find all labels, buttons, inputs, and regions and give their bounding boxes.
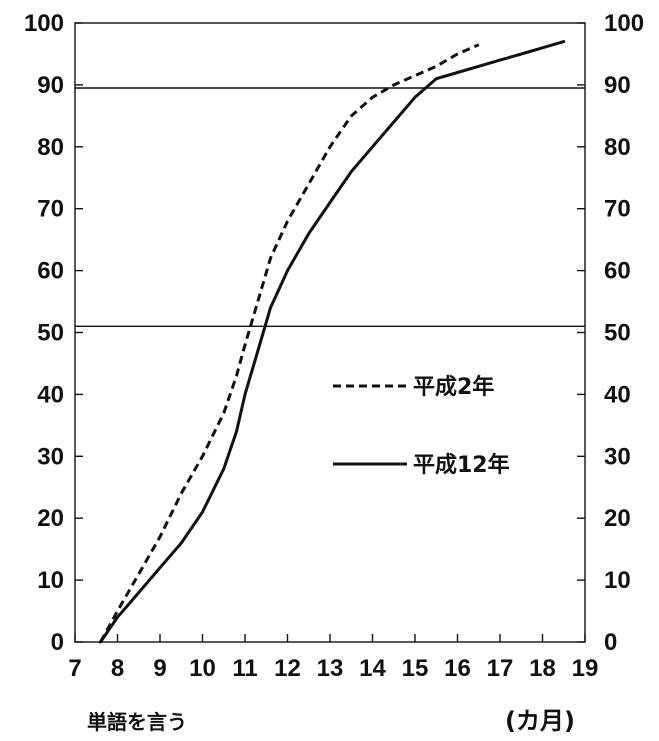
legend-label-heisei-2: 平成2年 bbox=[413, 374, 494, 400]
legend: 平成2年 平成12年 bbox=[333, 374, 510, 478]
x-tick-label-0: 7 bbox=[68, 655, 81, 682]
right-y-tick-label-4: 40 bbox=[604, 381, 631, 408]
right-y-axis-ticks: 0 10 20 30 40 50 60 70 80 90 100 bbox=[577, 10, 644, 656]
right-y-tick-label-1: 10 bbox=[604, 567, 631, 594]
x-tick-label-9: 16 bbox=[444, 655, 471, 682]
right-y-tick-label-6: 60 bbox=[604, 258, 631, 285]
left-y-tick-label-1: 10 bbox=[37, 567, 64, 594]
x-tick-label-8: 15 bbox=[402, 655, 429, 682]
left-y-tick-label-7: 70 bbox=[37, 196, 64, 223]
x-tick-label-4: 11 bbox=[232, 655, 257, 682]
left-y-tick-label-10: 100 bbox=[24, 10, 64, 37]
left-y-tick-label-4: 40 bbox=[37, 381, 64, 408]
left-y-tick-label-2: 20 bbox=[37, 505, 64, 532]
left-y-tick-label-6: 60 bbox=[37, 258, 64, 285]
x-axis-ticks: 7 8 9 10 11 12 13 14 15 16 17 18 19 bbox=[68, 634, 598, 682]
x-tick-label-1: 8 bbox=[111, 655, 124, 682]
left-y-axis-ticks: 0 10 20 30 40 50 60 70 80 90 100 bbox=[24, 10, 83, 656]
x-axis-note: 単語を言う bbox=[87, 710, 187, 734]
x-tick-label-3: 10 bbox=[189, 655, 216, 682]
right-y-tick-label-3: 30 bbox=[604, 443, 631, 470]
right-y-tick-label-5: 50 bbox=[604, 320, 631, 347]
right-y-tick-label-2: 20 bbox=[604, 505, 631, 532]
x-tick-label-2: 9 bbox=[153, 655, 166, 682]
x-tick-label-7: 14 bbox=[359, 655, 386, 682]
x-tick-label-11: 18 bbox=[529, 655, 556, 682]
x-tick-label-12: 19 bbox=[572, 655, 599, 682]
right-y-tick-label-9: 90 bbox=[604, 72, 631, 99]
right-y-tick-label-10: 100 bbox=[604, 10, 644, 37]
legend-label-heisei-12: 平成12年 bbox=[413, 452, 510, 478]
x-tick-label-5: 12 bbox=[274, 655, 301, 682]
left-y-tick-label-0: 0 bbox=[51, 629, 64, 656]
left-y-tick-label-3: 30 bbox=[37, 443, 64, 470]
right-y-tick-label-7: 70 bbox=[604, 196, 631, 223]
series-line-heisei-2 bbox=[99, 43, 480, 643]
x-tick-label-6: 13 bbox=[317, 655, 344, 682]
left-y-tick-label-9: 90 bbox=[37, 72, 64, 99]
right-y-tick-label-0: 0 bbox=[604, 629, 617, 656]
right-y-tick-label-8: 80 bbox=[604, 134, 631, 161]
x-axis-unit: (カ月) bbox=[505, 707, 575, 735]
series-line-heisei-12 bbox=[99, 40, 566, 644]
left-y-tick-label-5: 50 bbox=[37, 320, 64, 347]
reference-lines bbox=[75, 87, 585, 328]
x-tick-label-10: 17 bbox=[487, 655, 514, 682]
left-y-tick-label-8: 80 bbox=[37, 134, 64, 161]
